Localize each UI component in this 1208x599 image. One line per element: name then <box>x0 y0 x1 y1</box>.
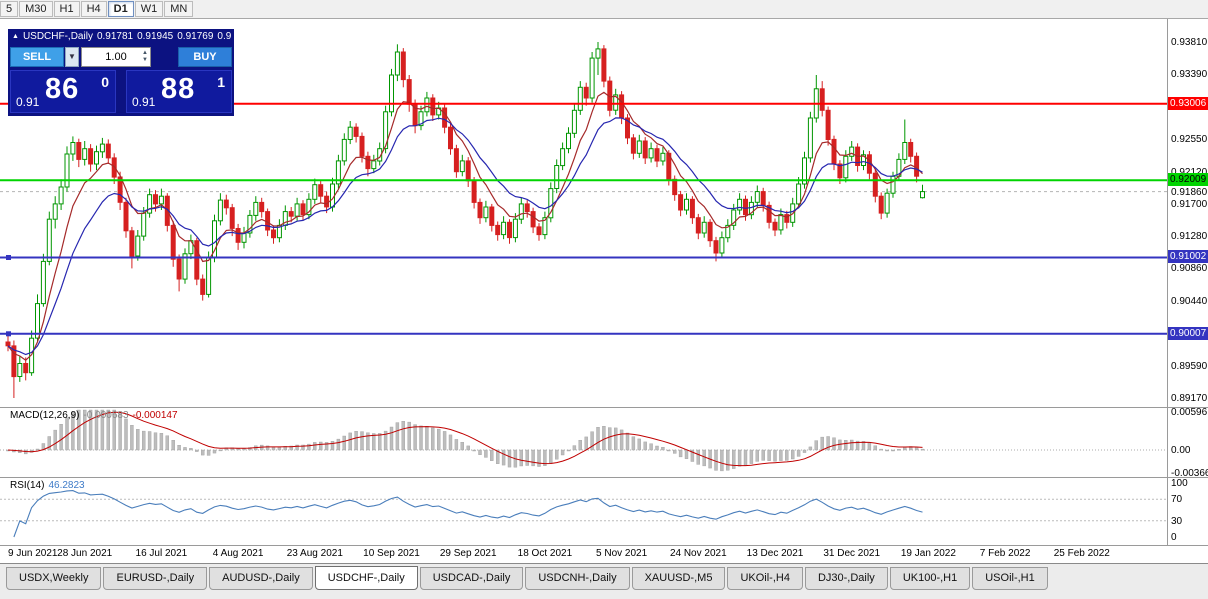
level-price-box: 0.93006 <box>1168 96 1208 110</box>
x-axis-label: 31 Dec 2021 <box>823 548 881 559</box>
buy-price-big: 88 <box>161 73 196 105</box>
x-axis-label: 29 Sep 2021 <box>439 548 497 559</box>
one-click-trading-panel: ▲ USDCHF-,Daily 0.91781 0.91945 0.91769 … <box>8 29 234 116</box>
tab-usdx-weekly[interactable]: USDX,Weekly <box>6 567 102 590</box>
price-axis[interactable]: 0.93810 0.93390 0.92550 0.92120 0.91700 0.912… <box>1168 19 1208 545</box>
x-axis-label: 19 Jan 2022 <box>900 548 956 559</box>
rsi-indicator-label: RSI(14) 46.2823 <box>10 480 85 491</box>
date-axis[interactable]: 9 Jun 2021 28 Jun 2021 16 Jul 2021 4 Aug 20… <box>0 546 1208 563</box>
macd-signal-value: -0.000147 <box>132 410 178 421</box>
rsi-value: 46.2823 <box>48 480 85 491</box>
bid-price-label: 0.91860 <box>1171 186 1208 198</box>
sell-price-display[interactable]: 0.91 86 0 <box>10 70 116 113</box>
x-axis-label: 23 Aug 2021 <box>286 548 343 559</box>
buy-price-display[interactable]: 0.91 88 1 <box>126 70 232 113</box>
timeframe-toolbar: 5 M30 H1 H4 D1 W1 MN <box>0 0 1208 19</box>
sell-price-prefix: 0.91 <box>16 95 40 109</box>
macd-indicator-label: MACD(12,26,9) -0.000683 -0.000147 <box>10 410 178 421</box>
y-axis-label: 0.89590 <box>1171 360 1208 372</box>
volume-spinner[interactable]: ▲ ▼ <box>142 50 148 63</box>
tab-dj30-daily[interactable]: DJ30-,Daily <box>804 567 888 590</box>
x-axis-label: 18 Oct 2021 <box>517 548 573 559</box>
tab-xauusd-m5[interactable]: XAUUSD-,M5 <box>631 567 726 590</box>
rsi-axis-label: 30 <box>1171 515 1183 527</box>
timeframe-h1[interactable]: H1 <box>53 1 80 17</box>
title-close: 0.91860 <box>217 31 232 42</box>
macd-splitter[interactable] <box>0 407 1208 408</box>
y-axis-label: 0.93390 <box>1171 69 1208 81</box>
tab-ukoil-h4[interactable]: UKOil-,H4 <box>727 567 803 590</box>
rsi-splitter[interactable] <box>0 477 1208 478</box>
title-high: 0.91945 <box>137 31 174 42</box>
tab-usdcnh-daily[interactable]: USDCNH-,Daily <box>525 567 630 590</box>
buy-price-prefix: 0.91 <box>132 95 156 109</box>
volume-value: 1.00 <box>105 51 127 63</box>
x-axis-label: 10 Sep 2021 <box>363 548 420 559</box>
macd-axis-label: 0.00 <box>1171 445 1191 456</box>
x-axis-label: 9 Jun 2021 <box>8 548 58 559</box>
x-axis-label: 5 Nov 2021 <box>596 548 648 559</box>
rsi-axis-label: 0 <box>1171 532 1177 543</box>
y-axis-label: 0.90440 <box>1171 295 1208 307</box>
macd-main-value: -0.000683 <box>83 410 129 421</box>
sell-price-sup: 0 <box>101 74 109 90</box>
title-open: 0.91781 <box>96 31 134 42</box>
sell-button[interactable]: SELL <box>10 47 64 67</box>
rsi-name: RSI(14) <box>10 480 45 491</box>
title-low: 0.91769 <box>177 31 214 42</box>
x-axis-label: 25 Feb 2022 <box>1053 548 1110 559</box>
y-axis-label: 0.92120 <box>1171 166 1208 178</box>
chart-title-bar: ▲ USDCHF-,Daily 0.91781 0.91945 0.91769 … <box>12 30 232 43</box>
level-price-box: 0.90007 <box>1168 326 1208 340</box>
y-axis-label: 0.89170 <box>1171 393 1208 405</box>
level-price-box: 0.92009 <box>1168 173 1208 187</box>
chart-symbol: USDCHF-,Daily <box>22 31 93 42</box>
date-axis-separator <box>0 545 1208 546</box>
x-axis-label: 13 Dec 2021 <box>746 548 804 559</box>
chart-tabs: USDX,Weekly EURUSD-,Daily AUDUSD-,Daily USD… <box>0 563 1208 599</box>
x-axis-label: 7 Feb 2022 <box>979 548 1031 559</box>
macd-axis-label: 0.00596 <box>1171 406 1208 418</box>
tab-eurusd-daily[interactable]: EURUSD-,Daily <box>103 567 208 590</box>
timeframe-w1[interactable]: W1 <box>134 1 164 17</box>
x-axis-label: 16 Jul 2021 <box>135 548 188 559</box>
x-axis-label: 4 Aug 2021 <box>212 548 264 559</box>
timeframe-d1[interactable]: D1 <box>107 1 134 17</box>
buy-button[interactable]: BUY <box>178 47 232 67</box>
tab-usdchf-daily[interactable]: USDCHF-,Daily <box>314 566 418 590</box>
volume-input[interactable]: 1.00 ▲ ▼ <box>81 47 151 67</box>
y-axis-label: 0.93810 <box>1171 37 1208 48</box>
buy-price-sup: 1 <box>217 74 225 90</box>
rsi-axis-label: 100 <box>1171 478 1188 489</box>
y-axis-label: 0.91700 <box>1171 198 1208 210</box>
macd-axis-label: -0.00366 <box>1171 468 1208 480</box>
tab-audusd-daily[interactable]: AUDUSD-,Daily <box>209 567 313 590</box>
y-axis-label: 0.91280 <box>1171 231 1208 243</box>
collapse-icon[interactable]: ▲ <box>12 33 19 40</box>
chevron-down-icon: ▼ <box>68 52 76 61</box>
tab-usdcad-daily[interactable]: USDCAD-,Daily <box>419 567 524 590</box>
y-axis-label: 0.92550 <box>1171 133 1208 145</box>
tab-uk100-h1[interactable]: UK100-,H1 <box>889 567 971 590</box>
x-axis-label: 24 Nov 2021 <box>669 548 727 559</box>
level-price-box: 0.91002 <box>1168 250 1208 264</box>
rsi-axis-label: 70 <box>1171 494 1183 506</box>
y-axis-label: 0.90860 <box>1171 263 1208 275</box>
timeframe-mn[interactable]: MN <box>164 1 194 17</box>
timeframe-5[interactable]: 5 <box>0 1 19 17</box>
x-axis-label: 28 Jun 2021 <box>57 548 113 559</box>
tab-usoil-h1[interactable]: USOil-,H1 <box>972 567 1048 590</box>
axis-separator <box>1167 19 1168 545</box>
macd-name: MACD(12,26,9) <box>10 410 80 421</box>
timeframe-h4[interactable]: H4 <box>80 1 107 17</box>
sell-price-big: 86 <box>45 73 80 105</box>
volume-dropdown-button[interactable]: ▼ <box>65 47 79 67</box>
timeframe-m30[interactable]: M30 <box>19 1 53 17</box>
